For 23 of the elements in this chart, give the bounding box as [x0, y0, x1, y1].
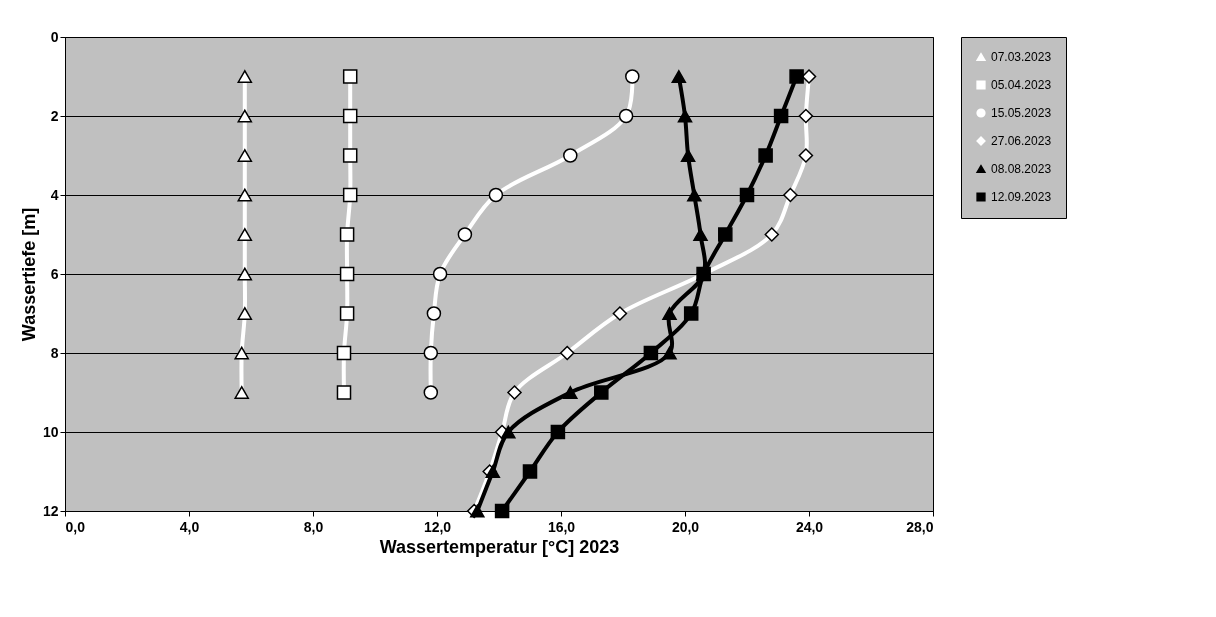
y-tick-label: 4 [50, 186, 59, 203]
x-tick-label: 8,0 [303, 518, 324, 535]
y-tick-label: 6 [50, 265, 59, 282]
x-tick-label: 20,0 [671, 518, 700, 535]
y-tick-label: 10 [42, 423, 59, 440]
x-tick-label: 28,0 [906, 518, 934, 535]
y-tick-label: 0 [50, 28, 59, 45]
x-tick-label: 0,0 [65, 518, 86, 535]
x-tick-label: 4,0 [179, 518, 200, 535]
y-tick-label: 8 [50, 344, 59, 361]
legend-label: 07.03.2023 [991, 50, 1052, 64]
legend-label: 12.09.2023 [991, 190, 1052, 204]
legend-label: 05.04.2023 [991, 78, 1052, 92]
x-tick-label: 24,0 [795, 518, 824, 535]
y-tick-label: 2 [50, 107, 59, 124]
x-axis-title: Wassertemperatur [°C] 2023 [379, 536, 620, 557]
y-tick-label: 12 [42, 502, 59, 519]
legend-label: 15.05.2023 [991, 106, 1052, 120]
legend-label: 27.06.2023 [991, 134, 1052, 148]
legend-label: 08.08.2023 [991, 162, 1052, 176]
y-axis-title: Wassertiefe [m] [18, 207, 39, 342]
x-tick-label: 12,0 [423, 518, 452, 535]
x-tick-label: 16,0 [547, 518, 576, 535]
